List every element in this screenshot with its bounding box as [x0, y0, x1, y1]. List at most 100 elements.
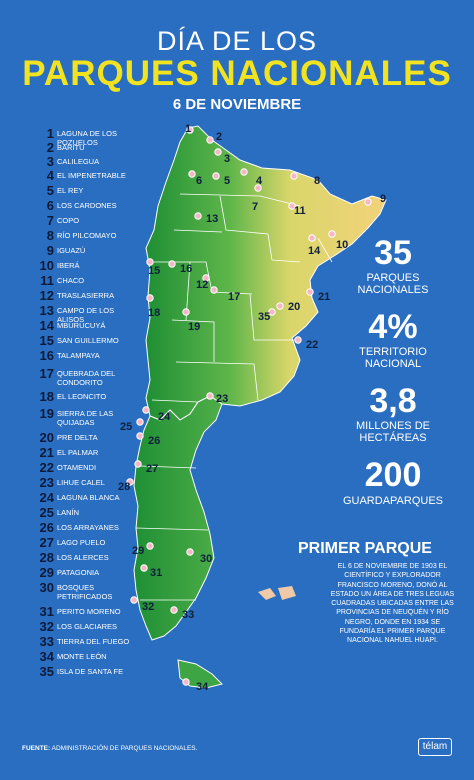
park-number: 29 [39, 565, 54, 580]
park-marker-label: 33 [182, 609, 194, 621]
park-list-item: 30 BOSQUES PETRIFICADOS [36, 581, 166, 601]
park-name: TALAMPAYA [57, 351, 100, 360]
park-number: 12 [39, 288, 54, 303]
park-name: TRASLASIERRA [57, 291, 115, 300]
park-marker-dot [136, 418, 144, 426]
park-name: PRE DELTA [57, 433, 98, 442]
stat-parks: 35 PARQUES NACIONALES [318, 236, 468, 296]
park-marker-label: 19 [188, 321, 200, 333]
park-list-item: 16 TALAMPAYA [36, 349, 166, 362]
park-name: LOS ALERCES [57, 553, 109, 562]
park-marker-label: 6 [196, 175, 202, 187]
park-list-item: 27 LAGO PUELO [36, 536, 166, 549]
park-name: SIERRA DE LAS QUIJADAS [57, 409, 114, 427]
park-list-item: 1 LAGUNA DE LOS POZUELOS [36, 127, 166, 147]
park-name: RÍO PILCOMAYO [57, 231, 117, 240]
park-name: QUEBRADA DEL CONDORITO [57, 369, 116, 387]
park-name: EL REY [57, 186, 84, 195]
park-list-item: 9 IGUAZÚ [36, 244, 166, 257]
park-list-item: 29 PATAGONIA [36, 566, 166, 579]
park-name: COPO [57, 216, 80, 225]
stat-territory: 4% TERRITORIO NACIONAL [318, 310, 468, 370]
park-number: 17 [39, 366, 54, 381]
park-marker-label: 28 [118, 481, 130, 493]
park-name: ISLA DE SANTA FE [57, 667, 124, 676]
park-marker-dot [140, 564, 148, 572]
park-number: 16 [39, 348, 54, 363]
park-name: PATAGONIA [57, 568, 100, 577]
park-marker-dot [254, 184, 262, 192]
park-list-item: 28 LOS ALERCES [36, 551, 166, 564]
park-list-item: 23 LIHUE CALEL [36, 476, 166, 489]
park-marker-dot [142, 406, 150, 414]
park-marker-dot [194, 212, 202, 220]
park-marker-dot [182, 308, 190, 316]
park-number: 4 [46, 168, 54, 183]
park-number: 8 [46, 228, 54, 243]
park-marker-label: 1 [185, 123, 191, 135]
park-marker-label: 25 [120, 421, 132, 433]
park-marker-dot [126, 478, 134, 486]
park-marker-label: 13 [206, 213, 218, 225]
park-name: EL PALMAR [57, 448, 99, 457]
park-number: 25 [39, 505, 54, 520]
park-number: 5 [46, 183, 54, 198]
park-number: 27 [39, 535, 54, 550]
park-number: 15 [39, 333, 54, 348]
park-marker-dot [294, 336, 302, 344]
park-number: 30 [39, 580, 54, 595]
park-list-item: 26 LOS ARRAYANES [36, 521, 166, 534]
park-number: 19 [39, 406, 54, 421]
park-list-item: 18 EL LEONCITO [36, 390, 166, 403]
park-number: 22 [39, 460, 54, 475]
park-name: IBERÁ [57, 261, 80, 270]
park-list-item: 7 COPO [36, 214, 166, 227]
park-name: LANÍN [57, 508, 80, 517]
park-marker-dot [130, 596, 138, 604]
stat-value: 200 [364, 456, 422, 494]
park-list-item: 10 IBERÁ [36, 259, 166, 272]
park-number: 33 [39, 634, 54, 649]
park-list-item: 2 BARITU [36, 141, 166, 154]
park-marker-dot [206, 392, 214, 400]
park-number: 6 [46, 198, 54, 213]
park-marker-dot [328, 230, 336, 238]
park-number: 20 [39, 430, 54, 445]
park-marker-dot [146, 294, 154, 302]
telam-logo: télam [418, 738, 452, 756]
park-marker-dot [212, 172, 220, 180]
park-marker-dot [146, 542, 154, 550]
park-name: IGUAZÚ [57, 246, 86, 255]
park-marker-label: 32 [142, 601, 154, 613]
park-marker-dot [268, 308, 276, 316]
park-list-item: 25 LANÍN [36, 506, 166, 519]
park-marker-label: 26 [148, 435, 160, 447]
park-name: PERITO MORENO [57, 607, 121, 616]
park-marker-label: 11 [294, 205, 306, 217]
park-number: 24 [39, 490, 54, 505]
park-marker-label: 14 [308, 245, 321, 257]
park-number: 35 [39, 664, 54, 679]
park-marker-label: 15 [148, 265, 160, 277]
park-marker-dot [276, 302, 284, 310]
park-list-item: 4 EL IMPENETRABLE [36, 169, 166, 182]
park-marker-label: 27 [146, 463, 158, 475]
park-marker-label: 16 [180, 263, 192, 275]
first-park-title: PRIMER PARQUE [298, 540, 432, 557]
park-marker-label: 10 [336, 239, 348, 251]
park-number: 28 [39, 550, 54, 565]
park-marker-label: 7 [252, 201, 258, 213]
park-list-item: 8 RÍO PILCOMAYO [36, 229, 166, 242]
park-name: CALILEGUA [57, 157, 100, 166]
park-marker-dot [170, 606, 178, 614]
park-marker-label: 8 [314, 175, 320, 187]
park-list-item: 6 LOS CARDONES [36, 199, 166, 212]
park-name: LAGUNA BLANCA [57, 493, 120, 502]
park-name: MBURUCUYÁ [57, 321, 106, 330]
park-number: 14 [39, 318, 54, 333]
map-south-region [133, 395, 223, 641]
park-number: 11 [40, 273, 54, 288]
park-name: SAN GUILLERMO [57, 336, 119, 345]
